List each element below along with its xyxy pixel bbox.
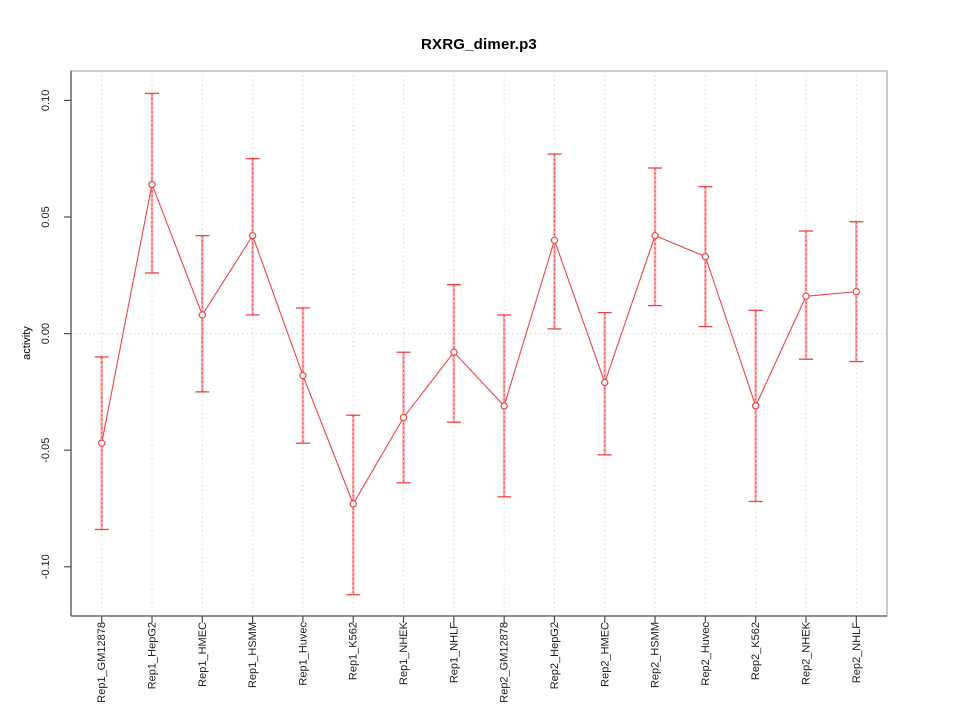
plot-border bbox=[70, 70, 888, 617]
x-tick-label: Rep1_Huvec bbox=[297, 622, 309, 686]
axes: 0.10 0.05 0.00 -0.05 -0.10 Rep1_GM12878 Rep1_H… bbox=[40, 70, 888, 703]
data-point bbox=[500, 402, 508, 410]
x-tick-label: Rep2_NHLF bbox=[851, 622, 863, 683]
data-point bbox=[852, 287, 861, 296]
data-point bbox=[349, 500, 357, 508]
data-point bbox=[751, 402, 760, 410]
data-point bbox=[399, 413, 408, 422]
y-tick-label: -0.10 bbox=[40, 554, 52, 579]
data-point bbox=[550, 236, 559, 245]
x-tick-label: Rep1_NHEK bbox=[398, 621, 410, 685]
x-tick-label: Rep1_NHLF bbox=[448, 622, 460, 683]
series-line bbox=[101, 182, 857, 506]
data-point bbox=[450, 348, 458, 356]
data-point bbox=[198, 311, 207, 319]
data-point bbox=[802, 292, 810, 300]
x-tick-label: Rep2_GM12878 bbox=[499, 622, 511, 703]
data-point bbox=[97, 439, 106, 447]
x-tick-label: Rep2_NHEK bbox=[800, 621, 812, 685]
x-tick-label: Rep1_K562 bbox=[348, 622, 360, 680]
data-point bbox=[148, 180, 156, 189]
x-tick-label: Rep1_HMEC bbox=[197, 622, 209, 687]
y-tick-label: -0.05 bbox=[40, 438, 52, 463]
y-tick-label: 0.05 bbox=[40, 206, 52, 227]
data-point bbox=[248, 231, 257, 240]
data-point bbox=[601, 378, 609, 387]
data-points bbox=[97, 180, 861, 508]
series-line-group bbox=[101, 182, 857, 506]
x-tick-label: Rep1_HepG2 bbox=[147, 622, 159, 689]
x-tick-label: Rep2_K562 bbox=[750, 622, 762, 680]
x-tick-label: Rep2_HepG2 bbox=[549, 622, 561, 689]
x-tick-label: Rep1_GM12878 bbox=[96, 622, 108, 703]
data-point bbox=[701, 252, 710, 261]
x-tick-label: Rep2_HSMM bbox=[650, 622, 662, 688]
gridlines bbox=[71, 71, 887, 616]
x-tick-label: Rep1_HSMM bbox=[247, 622, 259, 688]
data-point bbox=[299, 371, 307, 380]
x-tick-label: Rep2_HMEC bbox=[599, 622, 611, 687]
error-bars bbox=[94, 92, 864, 596]
x-tick-label: Rep2_Huvec bbox=[700, 622, 712, 686]
y-tick-label: 0.10 bbox=[40, 90, 52, 111]
chart-title: RXRG_dimer.p3 bbox=[421, 36, 537, 53]
data-point bbox=[651, 231, 659, 240]
y-tick-label: 0.00 bbox=[40, 323, 52, 344]
